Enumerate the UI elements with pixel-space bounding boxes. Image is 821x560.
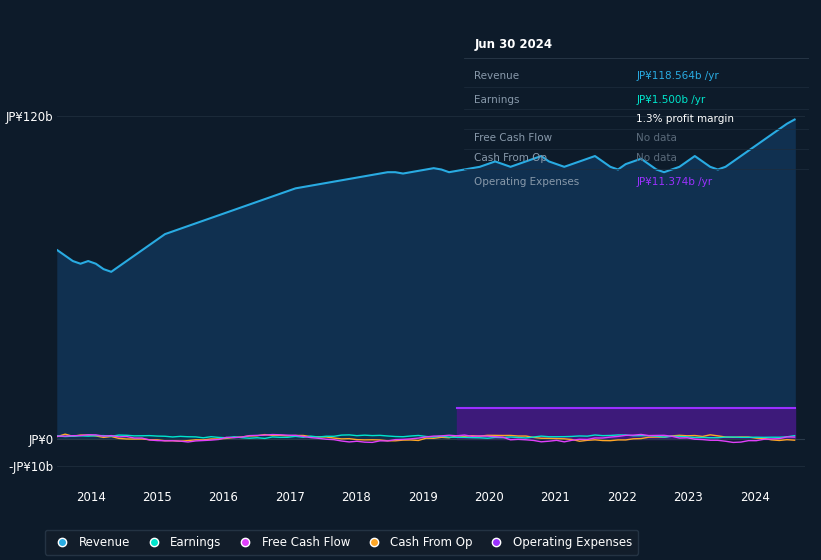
Text: No data: No data — [636, 153, 677, 163]
Text: Jun 30 2024: Jun 30 2024 — [475, 38, 553, 52]
Text: 1.3% profit margin: 1.3% profit margin — [636, 114, 734, 124]
Text: Earnings: Earnings — [475, 95, 520, 105]
Text: Free Cash Flow: Free Cash Flow — [475, 133, 553, 143]
Legend: Revenue, Earnings, Free Cash Flow, Cash From Op, Operating Expenses: Revenue, Earnings, Free Cash Flow, Cash … — [44, 530, 638, 555]
Text: Operating Expenses: Operating Expenses — [475, 177, 580, 187]
Text: Cash From Op: Cash From Op — [475, 153, 548, 163]
Text: JP¥11.374b /yr: JP¥11.374b /yr — [636, 177, 713, 187]
Text: No data: No data — [636, 133, 677, 143]
Text: Revenue: Revenue — [475, 71, 520, 81]
Text: JP¥118.564b /yr: JP¥118.564b /yr — [636, 71, 719, 81]
Text: JP¥1.500b /yr: JP¥1.500b /yr — [636, 95, 705, 105]
